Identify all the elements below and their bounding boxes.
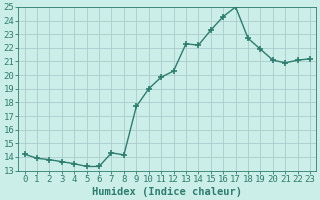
- X-axis label: Humidex (Indice chaleur): Humidex (Indice chaleur): [92, 186, 242, 197]
